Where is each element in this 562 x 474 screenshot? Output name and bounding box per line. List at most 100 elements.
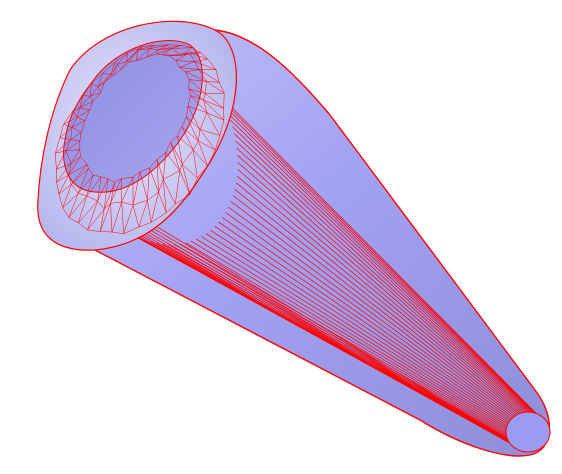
cap-wire-edge [126, 52, 128, 62]
cap-wire-edge [58, 174, 70, 195]
cap-wire-edge [187, 95, 191, 107]
cap-wire-edge [181, 52, 202, 56]
cap-wire-edge [76, 109, 90, 118]
cap-wire-edge [162, 179, 167, 213]
cap-wire-edge [219, 119, 225, 136]
cap-wire-edge [165, 141, 171, 153]
cap-wire-edge [203, 100, 208, 113]
cap-wire-edge [78, 193, 87, 197]
body-wire-line [237, 169, 549, 435]
cap-wire-edge [198, 69, 220, 83]
cap-wire-edge [55, 150, 66, 154]
cap-wire-edge [219, 82, 225, 94]
cap-wire-edge [102, 61, 116, 74]
cap-wire-edge [189, 79, 207, 82]
cap-wire-edge [186, 116, 201, 130]
body-wire-line [236, 175, 548, 436]
cap-wire-edge [151, 212, 167, 223]
cap-wire-edge [68, 164, 88, 176]
cap-wire-edge [92, 92, 101, 102]
cap-wire-edge [156, 49, 159, 55]
cap-wire-edge [206, 81, 220, 83]
body-wire-line [210, 229, 541, 447]
cap-wire-edge [110, 61, 116, 75]
cap-wire-edge [78, 168, 89, 194]
cap-wire-edge [111, 201, 122, 233]
cap-wire-edge [137, 46, 143, 51]
cap-wire-edge [181, 126, 194, 151]
cap-wire-edge [91, 72, 104, 84]
cap-wire-edge [194, 58, 208, 62]
cap-wire-edge [162, 48, 172, 56]
cap-wire-edge [158, 44, 170, 50]
cap-wire-edge [146, 53, 157, 58]
cap-wire-edge [192, 47, 202, 54]
cap-wire-edge [65, 140, 80, 152]
cap-wire-edge [97, 176, 102, 202]
cap-wire-edge [79, 101, 93, 109]
cap-wire-edge [97, 200, 105, 210]
cap-wire-edge [62, 184, 72, 208]
cap-wire-edge [56, 162, 72, 170]
cap-wire-edge [137, 45, 155, 51]
cap-wire-edge [117, 64, 122, 70]
cap-wire-edge [199, 129, 216, 151]
body-wire-line [227, 112, 547, 425]
cap-wire-edge [182, 163, 198, 179]
cap-wire-edge [78, 200, 98, 223]
cap-wire-edge [206, 112, 221, 136]
cap-wire-edge [90, 92, 101, 97]
cap-wire-edge [127, 46, 143, 54]
cap-wire-edge [186, 105, 189, 117]
cap-wire-edge [185, 71, 207, 82]
cap-wire-edge [121, 177, 134, 203]
body-wire-line [99, 209, 516, 447]
cap-wire-edge [70, 139, 80, 142]
cap-wire-edge [175, 194, 191, 205]
body-wire-line [214, 226, 542, 446]
cap-wire-edge [149, 159, 158, 168]
body-wire-line [85, 191, 513, 444]
cap-wire-edge [136, 50, 138, 61]
body-wire-line [235, 140, 549, 430]
cap-wire-edge [59, 137, 71, 140]
cap-wire-edge [166, 203, 176, 213]
cap-wire-edge [101, 176, 109, 179]
cap-wire-edge [154, 44, 170, 46]
cap-wire-edge [162, 152, 167, 180]
cap-wire-edge [103, 178, 109, 210]
cap-wire-edge [181, 126, 199, 142]
cap-wire-edge [158, 192, 167, 213]
cap-wire-edge [169, 44, 182, 46]
cap-wire-edge [63, 123, 73, 128]
cap-wire-edge [170, 135, 178, 143]
cap-wire-edge [68, 156, 81, 175]
cap-wire-edge [132, 171, 141, 206]
cap-wire-edge [156, 48, 172, 55]
cap-wire-edge [149, 44, 170, 49]
cap-wire-edge [100, 231, 113, 233]
cap-wire-edge [81, 120, 86, 133]
cap-wire-edge [190, 95, 204, 101]
cap-wire-edge [71, 117, 78, 128]
cap-wire-edge [55, 137, 61, 154]
body-wire-line [220, 98, 546, 423]
cap-wire-edge [206, 112, 224, 121]
cap-wire-edge [139, 167, 150, 173]
cap-wire-edge [104, 74, 114, 83]
cap-wire-edge [179, 67, 186, 73]
cap-wire-edge [56, 163, 72, 183]
cap-wire-edge [175, 60, 195, 62]
cap-wire-edge [56, 150, 67, 170]
cap-wire-edge [146, 49, 159, 58]
cap-wire-edge [111, 231, 124, 234]
body-wire-line [179, 243, 534, 450]
cap-wire-edge [156, 159, 159, 193]
body-wire-line [104, 214, 517, 448]
cap-wire-edge [170, 141, 183, 165]
cap-wire-edge [147, 200, 152, 223]
cap-wire-edge [179, 170, 191, 195]
cap-wire-edge [149, 45, 155, 49]
cap-wire-edge [200, 52, 209, 60]
